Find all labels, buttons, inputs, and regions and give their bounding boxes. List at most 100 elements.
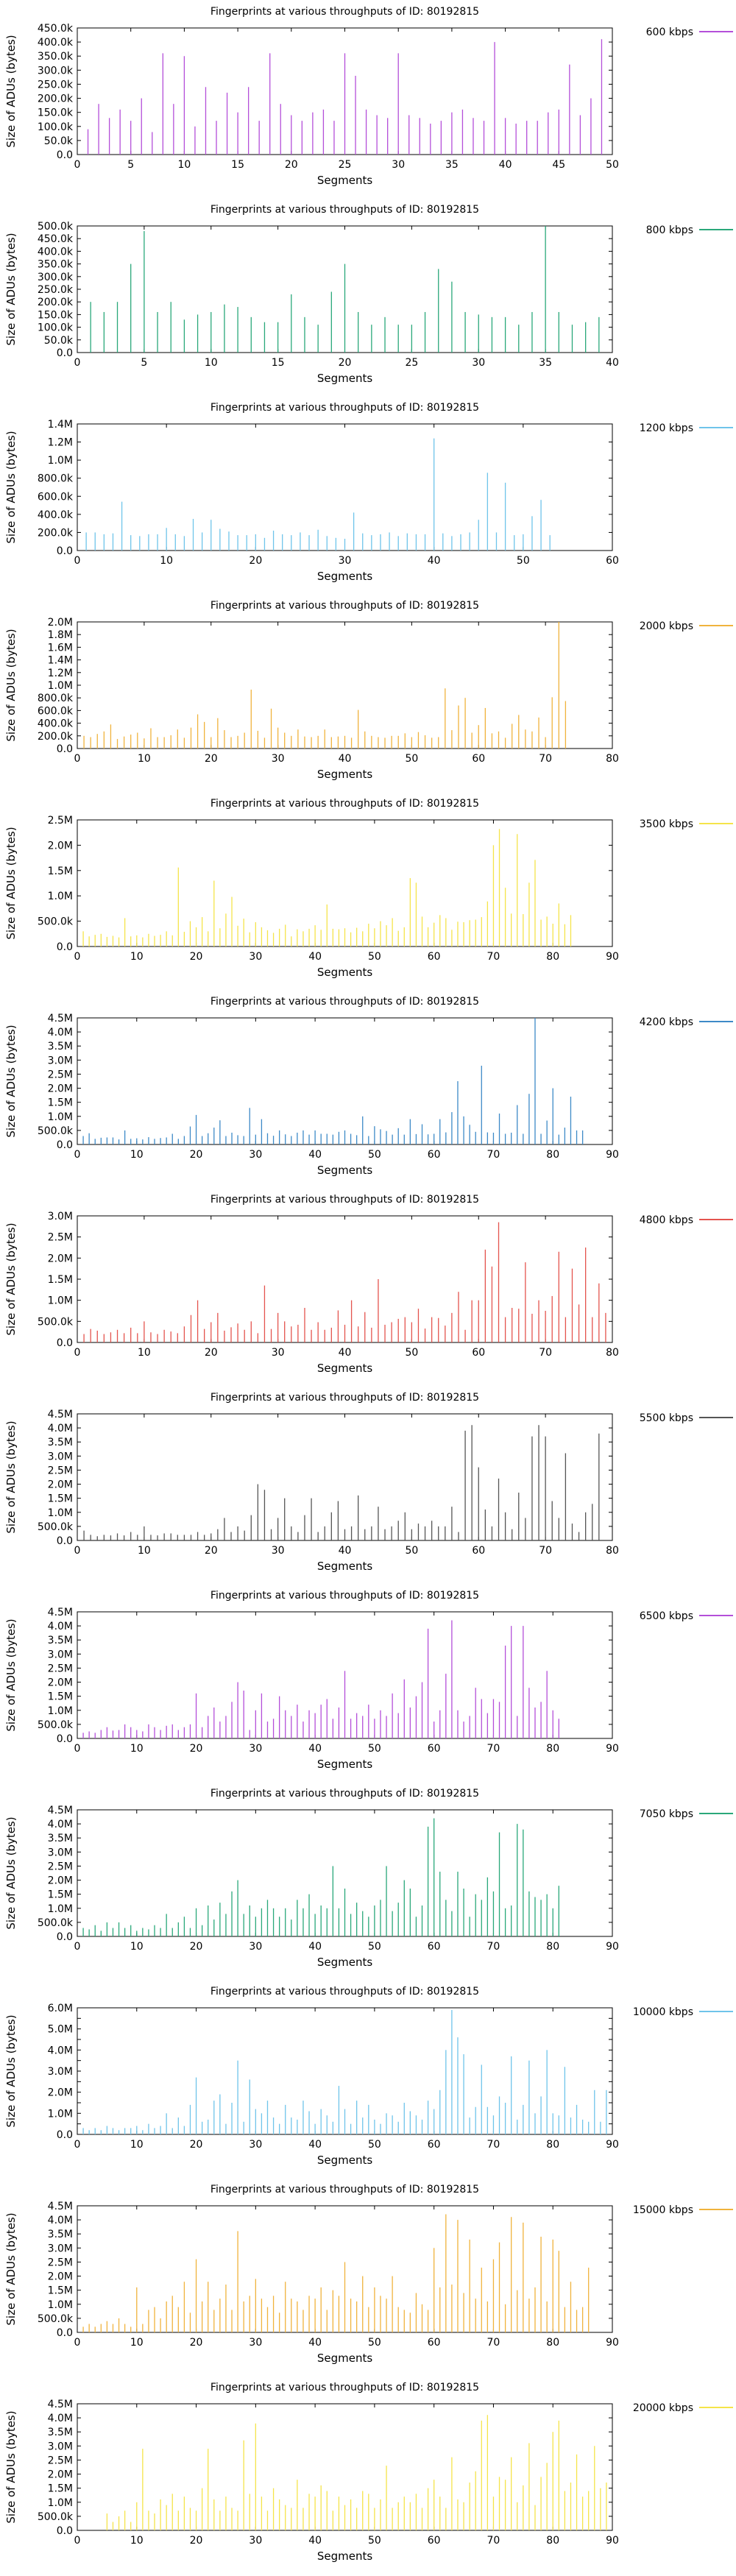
x-tick-label: 40 <box>428 555 441 567</box>
y-tick-label: 50.0k <box>44 335 74 347</box>
x-tick-label: 0 <box>74 1743 81 1755</box>
x-tick-label: 10 <box>177 159 191 171</box>
x-tick-label: 70 <box>539 1545 552 1557</box>
chart-panel-11: Fingerprints at various throughputs of I… <box>4 2184 733 2365</box>
x-tick-label: 30 <box>272 753 285 765</box>
chart-panel-2: Fingerprints at various throughputs of I… <box>4 402 733 583</box>
legend-label: 20000 kbps <box>633 2402 693 2414</box>
x-tick-label: 50 <box>606 159 619 171</box>
x-tick-label: 40 <box>339 753 352 765</box>
x-tick-label: 40 <box>308 1941 322 1953</box>
x-tick-label: 90 <box>606 2139 619 2151</box>
y-tick-label: 600.0k <box>38 705 74 717</box>
y-tick-label: 500.0k <box>38 2313 74 2325</box>
y-tick-label: 500.0k <box>38 1719 74 1731</box>
y-tick-label: 3.5M <box>48 1437 73 1448</box>
x-tick-label: 80 <box>546 951 559 963</box>
y-tick-label: 500.0k <box>38 1316 74 1328</box>
y-tick-label: 0.0 <box>57 1139 73 1151</box>
y-tick-label: 0.0 <box>57 2327 73 2339</box>
y-tick-label: 3.5M <box>48 1041 73 1052</box>
x-tick-label: 20 <box>190 2337 203 2349</box>
x-tick-label: 80 <box>546 2535 559 2547</box>
x-tick-label: 60 <box>472 1347 485 1359</box>
y-tick-label: 1.5M <box>48 1274 73 1286</box>
plot-frame <box>77 1017 613 1145</box>
x-tick-label: 80 <box>546 2337 559 2349</box>
x-tick-label: 0 <box>74 2535 81 2547</box>
y-tick-label: 400.0k <box>38 246 74 258</box>
chart-title: Fingerprints at various throughputs of I… <box>210 1194 479 1206</box>
x-tick-label: 80 <box>606 1347 619 1359</box>
y-tick-label: 0.0 <box>57 545 73 557</box>
y-tick-label: 4.5M <box>48 2201 73 2212</box>
x-tick-label: 50 <box>517 555 530 567</box>
y-tick-label: 2.0M <box>48 1253 73 1264</box>
y-tick-label: 2.0M <box>48 1083 73 1095</box>
y-axis-label: Size of ADUs (bytes) <box>4 2014 18 2127</box>
x-tick-label: 60 <box>428 2535 441 2547</box>
y-tick-label: 250.0k <box>38 284 74 296</box>
y-tick-label: 1.0M <box>48 1295 73 1307</box>
x-tick-label: 30 <box>272 1347 285 1359</box>
x-axis-label: Segments <box>317 2550 373 2563</box>
x-tick-label: 5 <box>141 357 147 369</box>
y-tick-label: 350.0k <box>38 259 74 271</box>
y-tick-label: 3.0M <box>48 1451 73 1462</box>
chart-title: Fingerprints at various throughputs of I… <box>210 600 479 612</box>
y-tick-label: 2.5M <box>48 1232 73 1244</box>
y-tick-label: 4.5M <box>48 1805 73 1816</box>
x-tick-label: 20 <box>205 1347 218 1359</box>
y-tick-label: 800.0k <box>38 473 74 485</box>
y-tick-label: 500.0k <box>38 1917 74 1929</box>
y-axis-label: Size of ADUs (bytes) <box>4 827 18 939</box>
x-tick-label: 10 <box>160 555 173 567</box>
x-tick-label: 70 <box>539 1347 552 1359</box>
x-tick-label: 0 <box>74 1347 81 1359</box>
y-tick-label: 2.5M <box>48 1465 73 1476</box>
y-tick-label: 150.0k <box>38 309 74 321</box>
legend-label: 7050 kbps <box>640 1808 693 1820</box>
y-tick-label: 100.0k <box>38 322 74 334</box>
x-tick-label: 20 <box>249 555 262 567</box>
x-tick-label: 10 <box>130 951 144 963</box>
y-tick-label: 3.0M <box>48 2066 73 2078</box>
y-tick-label: 2.0M <box>48 2087 73 2099</box>
chart-panel-9: Fingerprints at various throughputs of I… <box>4 1788 733 1969</box>
x-tick-label: 10 <box>130 1149 144 1161</box>
plot-frame <box>77 621 613 749</box>
y-tick-label: 500.0k <box>38 1125 74 1137</box>
y-tick-label: 800.0k <box>38 693 74 704</box>
y-tick-label: 3.5M <box>48 1635 73 1646</box>
y-axis-label: Size of ADUs (bytes) <box>4 1618 18 1731</box>
x-tick-label: 30 <box>472 357 485 369</box>
y-tick-label: 3.0M <box>48 2441 73 2452</box>
y-tick-label: 150.0k <box>38 107 74 119</box>
y-tick-label: 3.0M <box>48 1649 73 1660</box>
y-tick-label: 0.0 <box>57 347 73 359</box>
x-tick-label: 50 <box>368 2337 381 2349</box>
y-tick-label: 3.5M <box>48 2427 73 2438</box>
y-tick-label: 500.0k <box>38 916 74 928</box>
y-tick-label: 4.0M <box>48 1621 73 1632</box>
chart-title: Fingerprints at various throughputs of I… <box>210 996 479 1008</box>
y-tick-label: 1.5M <box>48 1889 73 1901</box>
y-tick-label: 4.5M <box>48 1013 73 1025</box>
y-tick-label: 2.0M <box>48 2469 73 2481</box>
y-tick-label: 2.5M <box>48 815 73 827</box>
y-tick-label: 450.0k <box>38 233 74 245</box>
chart-panel-12: Fingerprints at various throughputs of I… <box>4 2382 733 2563</box>
chart-panel-6: Fingerprints at various throughputs of I… <box>4 1194 733 1375</box>
chart-title: Fingerprints at various throughputs of I… <box>210 2382 479 2393</box>
chart-panel-10: Fingerprints at various throughputs of I… <box>4 1986 733 2167</box>
x-tick-label: 70 <box>487 1149 500 1161</box>
x-tick-label: 30 <box>249 1149 262 1161</box>
x-tick-label: 10 <box>130 2337 144 2349</box>
y-tick-label: 1.4M <box>48 419 73 431</box>
x-tick-label: 90 <box>606 1149 619 1161</box>
y-tick-label: 200.0k <box>38 93 74 105</box>
x-tick-label: 80 <box>546 1743 559 1755</box>
y-tick-label: 2.5M <box>48 1861 73 1872</box>
x-tick-label: 20 <box>190 1743 203 1755</box>
y-tick-label: 3.5M <box>48 1833 73 1844</box>
